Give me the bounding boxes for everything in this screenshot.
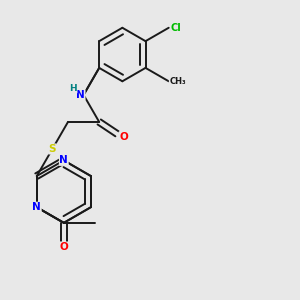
Text: H: H bbox=[69, 84, 77, 93]
Text: N: N bbox=[76, 90, 85, 100]
Text: N: N bbox=[32, 202, 41, 212]
Text: O: O bbox=[119, 132, 128, 142]
Text: O: O bbox=[59, 242, 68, 252]
Text: Cl: Cl bbox=[171, 23, 182, 33]
Text: CH₃: CH₃ bbox=[169, 77, 186, 86]
Text: N: N bbox=[59, 155, 68, 165]
Text: S: S bbox=[49, 144, 56, 154]
